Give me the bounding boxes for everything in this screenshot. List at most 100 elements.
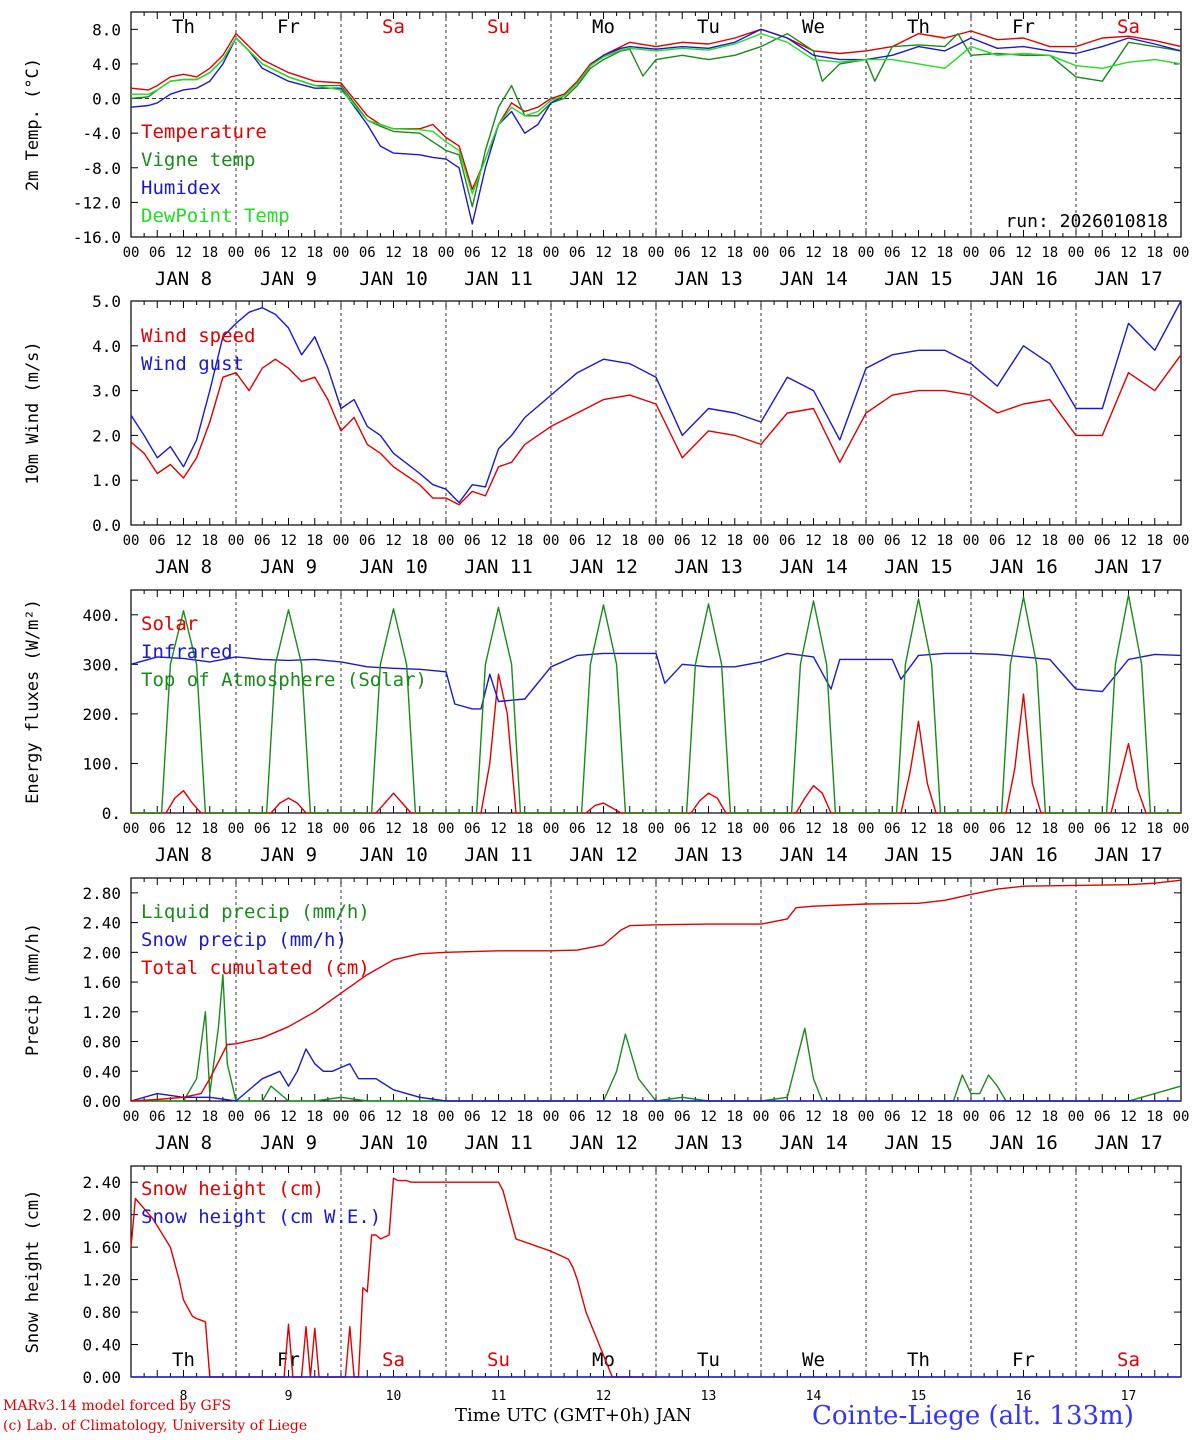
precip-hour-label: 18 — [831, 1109, 848, 1125]
temp-hour-label: 00 — [648, 245, 665, 261]
temp-hour-label: 06 — [569, 245, 586, 261]
temp-date-label: JAN 13 — [674, 268, 743, 290]
temp-hour-label: 00 — [1068, 245, 1085, 261]
precip-hour-label: 12 — [910, 1109, 927, 1125]
temp-series-dewpoint-temp — [131, 32, 1182, 195]
energy-series-solar — [131, 673, 1181, 814]
wind-hour-label: 12 — [1015, 533, 1032, 549]
snow-ytick-label: 0.00 — [82, 1368, 121, 1387]
precip-hour-label: 00 — [333, 1109, 350, 1125]
snow-ytick-label: 0.40 — [82, 1336, 121, 1355]
precip-hour-label: 00 — [543, 1109, 560, 1125]
energy-hour-label: 12 — [595, 821, 612, 837]
temp-frame — [130, 11, 1182, 238]
wind-hour-label: 00 — [123, 533, 140, 549]
energy-ytick-label: 0. — [102, 804, 121, 823]
temp-hour-label: 06 — [464, 245, 481, 261]
wind-hour-label: 00 — [1068, 533, 1085, 549]
temp-hour-label: 06 — [1094, 245, 1111, 261]
temp-day-label: Sa — [382, 16, 405, 38]
precip-hour-label: 06 — [464, 1109, 481, 1125]
temp-ytick-label: -4.0 — [82, 124, 121, 143]
energy-series-top-of-atmosphere-solar- — [131, 594, 1181, 814]
energy-hour-label: 18 — [1041, 821, 1058, 837]
wind-frame — [130, 300, 1182, 526]
wind-date-label: JAN 11 — [464, 556, 533, 578]
snow-day-label: Mo — [592, 1349, 615, 1371]
temp-hour-label: 12 — [700, 245, 717, 261]
precip-hour-label: 18 — [1146, 1109, 1163, 1125]
temp-hour-label: 06 — [674, 245, 691, 261]
energy-hour-label: 06 — [464, 821, 481, 837]
precip-ytick-label: 2.80 — [82, 884, 121, 903]
wind-ytick-label: 3.0 — [92, 382, 121, 401]
wind-hour-label: 00 — [1173, 533, 1190, 549]
temp-hour-label: 00 — [753, 245, 770, 261]
wind-hour-label: 06 — [254, 533, 271, 549]
wind-hour-label: 12 — [805, 533, 822, 549]
energy-hour-label: 00 — [228, 821, 245, 837]
temp-date-label: JAN 15 — [884, 268, 953, 290]
wind-hour-label: 00 — [648, 533, 665, 549]
energy-hour-label: 06 — [1094, 821, 1111, 837]
wind-hour-label: 00 — [963, 533, 980, 549]
snow-legend-entry: Snow height (cm) — [141, 1178, 324, 1200]
precip-date-label: JAN 17 — [1094, 1132, 1163, 1154]
wind-hour-label: 06 — [884, 533, 901, 549]
temp-date-label: JAN 10 — [359, 268, 428, 290]
temp-ytick-label: -12.0 — [73, 193, 121, 212]
temp-hour-label: 18 — [516, 245, 533, 261]
temp-hour-label: 06 — [989, 245, 1006, 261]
precip-date-label: JAN 11 — [464, 1132, 533, 1154]
temp-hour-label: 12 — [910, 245, 927, 261]
energy-hour-label: 00 — [963, 821, 980, 837]
energy-hour-label: 18 — [1146, 821, 1163, 837]
snow-day-number: 10 — [386, 1389, 402, 1400]
energy-date-label: JAN 12 — [569, 844, 638, 866]
precip-hour-label: 00 — [228, 1109, 245, 1125]
precip-ylabel: Precip (mm/h) — [23, 923, 43, 1056]
wind-ylabel: 10m Wind (m/s) — [23, 341, 43, 484]
energy-ytick-label: 400. — [82, 606, 121, 625]
energy-date-label: JAN 16 — [989, 844, 1058, 866]
energy-hour-label: 00 — [753, 821, 770, 837]
wind-hour-label: 18 — [516, 533, 533, 549]
precip-hour-label: 18 — [1041, 1109, 1058, 1125]
temp-hour-label: 06 — [254, 245, 271, 261]
precip-hour-label: 12 — [805, 1109, 822, 1125]
temp-hour-label: 06 — [149, 245, 166, 261]
temp-hour-label: 18 — [621, 245, 638, 261]
precip-ytick-label: 2.40 — [82, 914, 121, 933]
wind-date-label: JAN 14 — [779, 556, 848, 578]
snow-day-number: 13 — [701, 1389, 717, 1400]
wind-hour-label: 00 — [228, 533, 245, 549]
precip-hour-label: 06 — [569, 1109, 586, 1125]
wind-hour-label: 12 — [280, 533, 297, 549]
temp-hour-label: 18 — [201, 245, 218, 261]
energy-hour-label: 06 — [884, 821, 901, 837]
energy-hour-label: 00 — [648, 821, 665, 837]
precip-hour-label: 18 — [411, 1109, 428, 1125]
temp-hour-label: 18 — [936, 245, 953, 261]
energy-hour-label: 18 — [306, 821, 323, 837]
wind-date-label: JAN 10 — [359, 556, 428, 578]
energy-ylabel: Energy fluxes (W/m²) — [23, 599, 43, 804]
temp-ytick-label: -8.0 — [82, 159, 121, 178]
snow-day-label: Sa — [382, 1349, 405, 1371]
temp-legend-entry: Temperature — [141, 121, 267, 143]
precip-hour-label: 00 — [123, 1109, 140, 1125]
temp-ytick-label: 8.0 — [92, 20, 121, 39]
precip-legend-entry: Liquid precip (mm/h) — [141, 901, 370, 923]
temp-day-label: Th — [907, 16, 930, 38]
temp-legend-entry: DewPoint Temp — [141, 205, 290, 227]
precip-hour-label: 18 — [726, 1109, 743, 1125]
energy-date-label: JAN 8 — [155, 844, 212, 866]
wind-hour-label: 00 — [543, 533, 560, 549]
temp-date-label: JAN 16 — [989, 268, 1058, 290]
temp-ytick-label: -16.0 — [73, 228, 121, 247]
wind-hour-label: 18 — [1146, 533, 1163, 549]
wind-date-label: JAN 12 — [569, 556, 638, 578]
energy-legend-entry: Top of Atmosphere (Solar) — [141, 669, 427, 691]
wind-date-label: JAN 16 — [989, 556, 1058, 578]
energy-hour-label: 12 — [1015, 821, 1032, 837]
